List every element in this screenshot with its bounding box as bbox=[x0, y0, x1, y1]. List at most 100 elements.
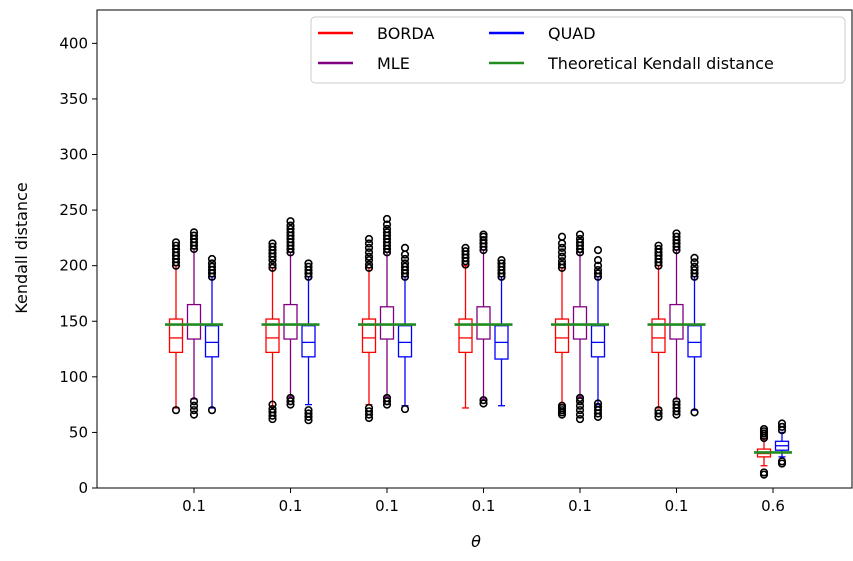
outlier-point bbox=[557, 252, 567, 261]
outlier-point bbox=[557, 401, 567, 410]
outlier-point bbox=[400, 262, 410, 271]
box-mle-2 bbox=[379, 214, 395, 409]
axes: 0 50 100 150 200 250 300 350 400 0.1 0.1 0.1 0.1 0.1 0… bbox=[59, 9, 853, 515]
box-quad-2 bbox=[397, 243, 413, 414]
outlier-point bbox=[189, 397, 199, 406]
outlier-point bbox=[382, 397, 392, 406]
outlier-point bbox=[207, 262, 217, 271]
box-quad-4 bbox=[590, 246, 606, 421]
outlier-point bbox=[400, 243, 410, 252]
outlier-point bbox=[672, 232, 681, 241]
box-borda-2 bbox=[361, 234, 377, 423]
outlier-point bbox=[575, 397, 585, 406]
outlier-point bbox=[672, 397, 681, 406]
outlier-point bbox=[286, 224, 295, 234]
box-borda-3 bbox=[458, 243, 473, 409]
outlier-point bbox=[690, 258, 699, 267]
outlier-point bbox=[690, 262, 699, 271]
x-tick-label: 0.1 bbox=[375, 497, 399, 515]
outlier-point bbox=[286, 393, 295, 403]
legend-label: QUAD bbox=[548, 24, 596, 43]
outlier-point bbox=[364, 263, 374, 272]
box-iqr bbox=[204, 325, 220, 358]
x-tick-label: 0.1 bbox=[568, 497, 592, 515]
x-tick-label: 0.1 bbox=[182, 497, 206, 515]
box-quad-5 bbox=[687, 253, 702, 417]
outlier-point bbox=[189, 231, 199, 240]
legend-label: BORDA bbox=[377, 24, 434, 43]
box-mle-1 bbox=[283, 217, 298, 409]
outlier-point bbox=[690, 408, 699, 417]
box-iqr bbox=[669, 303, 684, 340]
box-quad-6 bbox=[774, 419, 790, 468]
outlier-point bbox=[654, 406, 663, 415]
outlier-point bbox=[268, 400, 277, 409]
outlier-point bbox=[304, 262, 313, 271]
outlier-point bbox=[575, 406, 585, 415]
box-iqr bbox=[265, 318, 280, 354]
x-tick-label: 0.6 bbox=[761, 497, 785, 515]
outlier-point bbox=[654, 241, 663, 250]
outlier-point bbox=[777, 422, 787, 431]
outlier-point bbox=[171, 241, 181, 250]
box-quad-0 bbox=[204, 254, 220, 415]
outlier-point bbox=[593, 261, 603, 270]
outlier-point bbox=[364, 403, 374, 413]
theoretical-series bbox=[165, 323, 792, 454]
outlier-point bbox=[557, 232, 567, 241]
outlier-point bbox=[593, 269, 603, 278]
outlier-point bbox=[479, 230, 488, 239]
box-iqr bbox=[379, 306, 395, 340]
outlier-point bbox=[382, 224, 392, 234]
box-iqr bbox=[168, 318, 184, 354]
outlier-point bbox=[382, 214, 392, 224]
outlier-point bbox=[593, 246, 603, 255]
outlier-point bbox=[672, 229, 681, 238]
legend: BORDA MLE QUAD Theoretical Kendall distance bbox=[310, 16, 846, 84]
outlier-point bbox=[654, 409, 663, 418]
outlier-point bbox=[461, 247, 470, 256]
outlier-point bbox=[364, 248, 374, 257]
outlier-point bbox=[479, 236, 488, 245]
y-tick-label: 150 bbox=[59, 312, 88, 330]
box-iqr bbox=[397, 325, 413, 358]
box-iqr bbox=[572, 306, 588, 340]
y-tick-label: 0 bbox=[78, 479, 88, 497]
y-tick-label: 400 bbox=[59, 34, 88, 52]
y-tick-label: 250 bbox=[59, 201, 88, 219]
outlier-point bbox=[364, 234, 374, 244]
outlier-point bbox=[364, 243, 374, 252]
outlier-point bbox=[575, 410, 585, 419]
outlier-point bbox=[557, 248, 567, 257]
outlier-point bbox=[593, 256, 603, 265]
y-tick-label: 50 bbox=[69, 423, 88, 441]
outlier-point bbox=[461, 243, 470, 252]
outlier-point bbox=[286, 221, 295, 230]
legend-item: QUAD bbox=[489, 24, 596, 43]
legend-item: Theoretical Kendall distance bbox=[489, 54, 774, 73]
box-borda-0 bbox=[168, 238, 184, 415]
x-axis-label: θ bbox=[471, 532, 481, 551]
outlier-point bbox=[304, 409, 313, 418]
outlier-point bbox=[479, 396, 488, 405]
outlier-point bbox=[575, 230, 585, 239]
outlier-point bbox=[759, 424, 769, 434]
outlier-point bbox=[479, 399, 488, 408]
box-series bbox=[168, 214, 790, 479]
box-mle-3 bbox=[476, 230, 491, 408]
outlier-point bbox=[593, 399, 603, 408]
outlier-point bbox=[171, 238, 181, 247]
box-iqr bbox=[590, 325, 606, 358]
outlier-point bbox=[189, 401, 199, 410]
outlier-point bbox=[268, 404, 277, 414]
box-mle-5 bbox=[669, 229, 684, 419]
axes-frame bbox=[96, 9, 853, 489]
outlier-point bbox=[207, 254, 217, 264]
y-tick-label: 200 bbox=[59, 257, 88, 275]
outlier-point bbox=[557, 257, 567, 266]
outlier-point bbox=[364, 407, 374, 416]
box-iqr bbox=[186, 303, 202, 340]
legend-item: BORDA bbox=[318, 24, 434, 43]
legend-label: Theoretical Kendall distance bbox=[547, 54, 774, 73]
outlier-point bbox=[593, 266, 603, 275]
